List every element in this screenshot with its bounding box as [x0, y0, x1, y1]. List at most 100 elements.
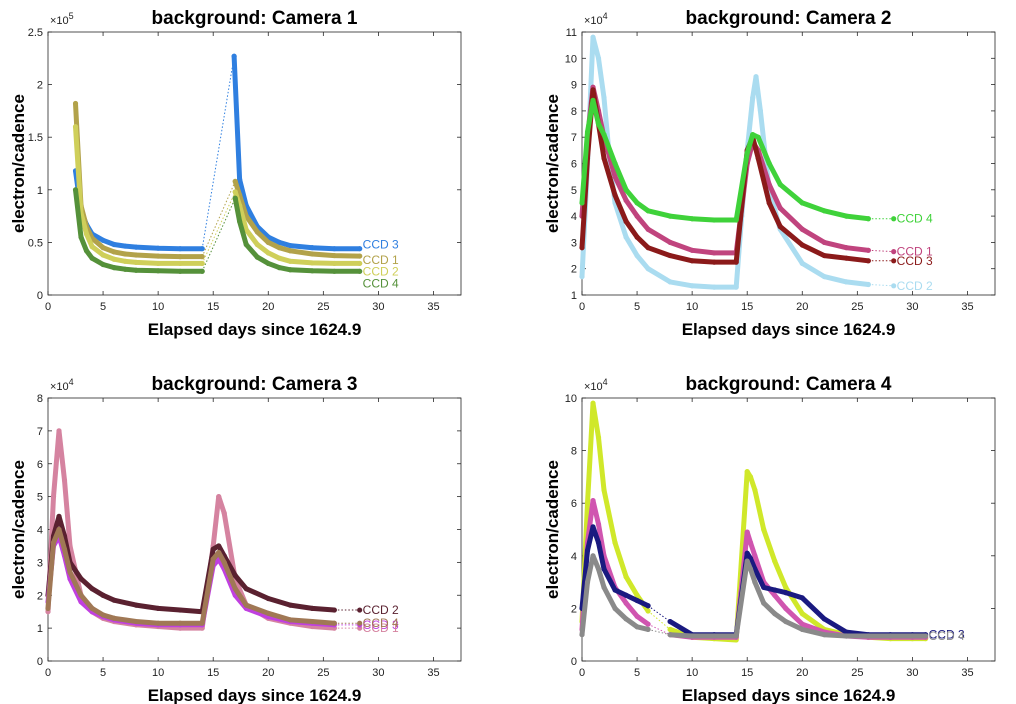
data-point — [601, 566, 607, 572]
data-point — [89, 586, 95, 592]
data-point — [757, 108, 764, 114]
data-point — [752, 579, 758, 585]
y-tick-label: 1 — [37, 185, 43, 197]
data-point — [111, 256, 117, 262]
data-point — [83, 248, 90, 254]
data-point — [61, 477, 68, 483]
y-exponent-value: 4 — [603, 377, 608, 387]
data-point — [199, 254, 205, 260]
data-point — [799, 200, 805, 206]
data-point — [733, 284, 739, 290]
y-exponent-label: ×105 — [50, 11, 74, 27]
data-point — [923, 633, 929, 639]
data-point — [231, 53, 237, 59]
data-point — [689, 216, 695, 222]
y-axis-label: electron/cadence — [543, 460, 562, 599]
data-point — [133, 244, 139, 250]
data-point — [357, 268, 363, 274]
data-point — [177, 254, 183, 260]
data-point — [221, 510, 227, 516]
data-point — [309, 268, 315, 274]
ccd-label: CCD 4 — [363, 276, 399, 290]
y-tick-label: 4 — [571, 551, 577, 563]
data-point — [309, 251, 315, 257]
axes-box — [581, 397, 996, 662]
data-point — [331, 268, 337, 274]
data-point — [711, 250, 717, 256]
data-point — [89, 255, 95, 261]
x-tick-label: 15 — [207, 667, 219, 679]
data-point — [799, 242, 805, 248]
data-point — [623, 600, 629, 606]
data-point — [265, 250, 271, 256]
data-point — [799, 595, 805, 601]
data-point — [579, 273, 585, 280]
series-line — [45, 513, 337, 615]
y-exponent-value: 5 — [69, 11, 74, 21]
data-point — [133, 267, 139, 273]
series-gap-connector — [201, 56, 235, 249]
series-gap-connector — [647, 628, 671, 636]
data-point — [56, 526, 62, 533]
data-point — [56, 428, 62, 434]
data-point — [799, 611, 805, 617]
data-point — [667, 632, 673, 638]
data-point — [601, 95, 607, 101]
data-point — [357, 253, 363, 259]
y-tick-label: 6 — [571, 498, 577, 510]
ccd-label: CCD 3 — [929, 628, 965, 642]
x-axis-label: Elapsed days since 1624.9 — [682, 686, 896, 704]
data-point — [72, 100, 79, 107]
x-tick-label: 10 — [686, 301, 698, 313]
y-axis-label: electron/cadence — [9, 94, 28, 233]
x-tick-label: 35 — [961, 667, 973, 679]
ccd-label: CCD 4 — [897, 212, 933, 226]
x-tick-label: 20 — [796, 667, 808, 679]
data-point — [595, 55, 602, 61]
data-point — [111, 265, 117, 271]
data-point — [590, 87, 596, 93]
y-tick-label: 0 — [37, 656, 43, 668]
data-point — [309, 605, 315, 612]
data-point — [155, 260, 161, 267]
data-point — [579, 632, 585, 638]
data-point — [783, 590, 789, 596]
y-tick-label: 0 — [571, 656, 577, 668]
axes-box — [581, 31, 996, 296]
data-point — [243, 241, 249, 248]
data-point — [755, 134, 761, 140]
data-point — [590, 497, 596, 504]
data-point — [667, 626, 673, 633]
data-point — [744, 550, 750, 556]
data-point — [50, 494, 57, 500]
data-point — [667, 618, 673, 625]
data-point — [199, 620, 205, 626]
chart-panel-2: background: Camera 2 Elapsed days since 1… — [543, 8, 996, 339]
data-point — [287, 267, 293, 273]
ccd-label: CCD 3 — [363, 618, 399, 632]
data-point — [133, 259, 139, 265]
series-line — [45, 527, 337, 626]
data-point — [761, 526, 767, 533]
data-point — [210, 556, 216, 562]
data-point — [595, 540, 602, 546]
data-point — [821, 208, 827, 214]
data-point — [799, 260, 805, 267]
data-point — [122, 266, 128, 272]
ccd-label: CCD 3 — [897, 254, 933, 268]
data-point — [843, 629, 849, 635]
data-point — [752, 487, 758, 493]
data-point — [254, 241, 260, 248]
data-point — [122, 251, 128, 257]
series-ccd-4 — [579, 553, 929, 639]
data-point — [254, 229, 260, 235]
data-point — [783, 618, 789, 625]
data-point — [667, 279, 673, 285]
data-point — [357, 620, 363, 626]
data-point — [122, 243, 128, 249]
data-point — [634, 252, 640, 259]
series-gap-connector — [868, 283, 894, 287]
chart-title: background: Camera 3 — [152, 374, 358, 395]
data-point — [711, 284, 717, 290]
data-point — [634, 613, 640, 619]
